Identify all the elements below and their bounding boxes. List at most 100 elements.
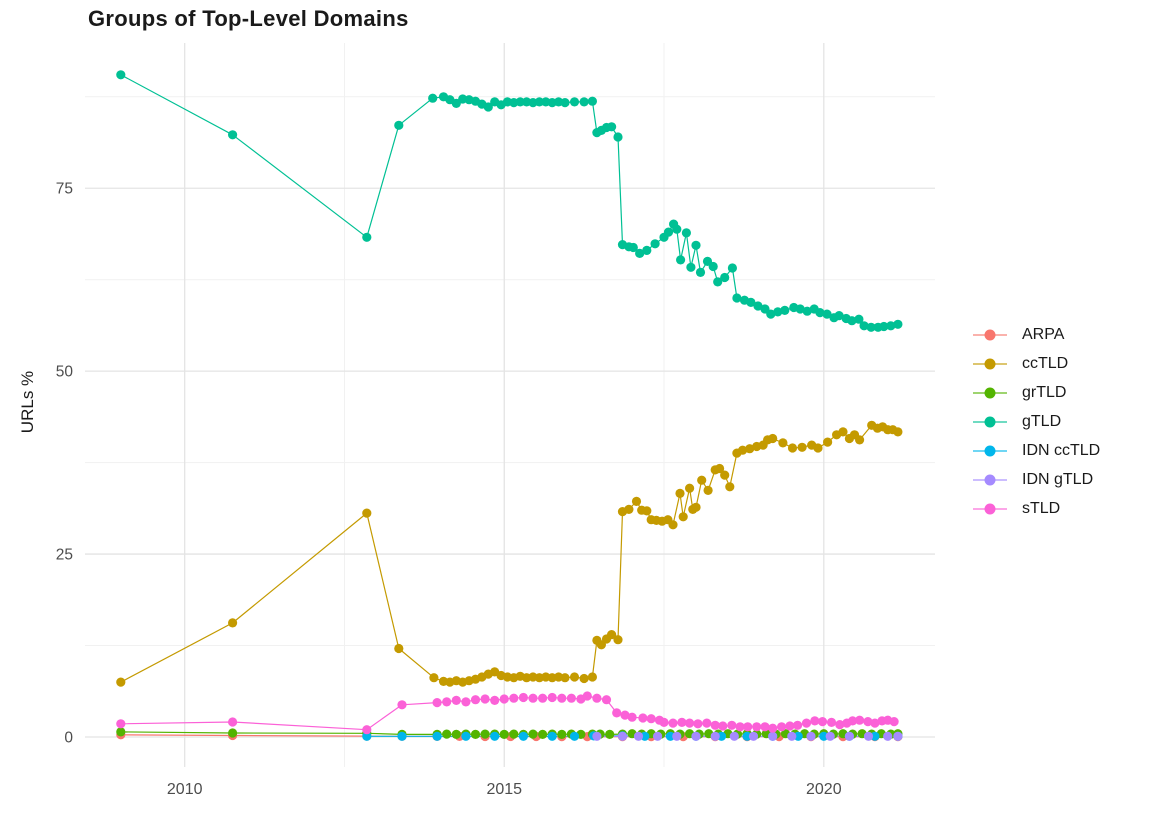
data-point	[720, 272, 730, 283]
data-point	[638, 713, 648, 723]
data-point	[432, 698, 442, 708]
data-point	[631, 496, 642, 506]
data-point	[592, 693, 602, 703]
data-point	[518, 692, 529, 703]
data-point	[732, 293, 742, 303]
data-point	[793, 720, 803, 730]
legend-label: gTLD	[1022, 412, 1062, 430]
data-point	[854, 314, 864, 324]
data-point	[766, 309, 776, 319]
data-point	[787, 731, 797, 741]
data-point	[893, 427, 903, 437]
data-point	[823, 437, 833, 447]
data-point	[753, 301, 763, 311]
data-point	[735, 722, 745, 732]
data-point	[797, 442, 807, 452]
data-point	[228, 728, 238, 738]
data-point	[748, 731, 759, 741]
legend-label: IDN gTLD	[1022, 470, 1094, 488]
data-point	[795, 304, 805, 314]
data-point	[228, 618, 238, 628]
data-point	[675, 488, 685, 498]
data-point	[879, 321, 889, 332]
data-point	[727, 263, 738, 273]
data-point	[778, 438, 788, 448]
data-point	[663, 227, 674, 237]
legend-key-swatch	[973, 358, 1007, 369]
data-point	[642, 506, 652, 516]
data-point	[668, 718, 678, 728]
data-point	[777, 722, 787, 732]
data-point	[738, 445, 748, 455]
data-point	[538, 729, 548, 740]
data-point	[695, 267, 706, 277]
data-point	[362, 725, 372, 735]
series-points-stld	[116, 691, 899, 735]
data-point	[601, 695, 612, 705]
data-point	[838, 427, 848, 437]
data-point	[893, 319, 903, 329]
data-point	[592, 731, 602, 741]
x-tick-label: 2015	[486, 781, 522, 798]
data-point	[528, 693, 538, 703]
data-point	[490, 731, 500, 741]
legend-label: grTLD	[1022, 383, 1067, 401]
data-point	[787, 443, 798, 453]
data-point	[685, 718, 695, 728]
data-point	[703, 485, 713, 495]
data-point	[702, 718, 712, 728]
y-tick-label: 0	[64, 730, 73, 747]
data-point	[810, 716, 820, 726]
data-point	[686, 262, 696, 272]
legend-item-stld: sTLD	[972, 494, 1100, 523]
data-point	[538, 693, 548, 703]
data-point	[834, 311, 844, 321]
data-point	[863, 731, 874, 741]
data-point	[569, 731, 580, 741]
data-point	[451, 695, 461, 706]
data-point	[499, 729, 509, 740]
data-point	[635, 248, 645, 258]
data-point	[461, 697, 471, 707]
x-tick-label: 2020	[806, 781, 842, 798]
data-point	[785, 721, 795, 731]
data-point	[499, 694, 509, 704]
data-point	[672, 731, 682, 741]
data-point	[483, 102, 493, 112]
legend: ARPA ccTLD grTLD gTLD IDN ccTLD IDN gTLD sTLD	[972, 320, 1100, 523]
legend-item-grtld: grTLD	[972, 378, 1100, 407]
data-point	[801, 718, 812, 728]
data-point	[835, 720, 845, 730]
data-point	[569, 672, 580, 682]
data-point	[659, 717, 669, 728]
data-point	[509, 729, 519, 739]
data-point	[620, 710, 630, 720]
data-point	[515, 97, 525, 107]
series-points-idn-gtld	[592, 731, 903, 741]
data-point	[480, 694, 490, 704]
data-point	[708, 261, 718, 272]
legend-item-gtld: gTLD	[972, 407, 1100, 436]
data-point	[746, 297, 756, 307]
data-point	[886, 321, 896, 331]
data-point	[528, 729, 538, 739]
data-point	[116, 727, 126, 737]
data-point	[624, 504, 634, 514]
data-point	[116, 677, 126, 687]
data-point	[665, 731, 676, 741]
data-point	[228, 130, 238, 140]
data-point	[627, 712, 637, 722]
legend-key-swatch	[973, 445, 1007, 456]
data-point	[813, 443, 823, 453]
data-point	[640, 731, 650, 741]
data-point	[697, 475, 707, 485]
data-point	[442, 729, 452, 739]
series-points-gtld	[116, 70, 903, 332]
data-point	[607, 122, 617, 132]
data-point	[855, 715, 865, 725]
y-tick-label: 50	[56, 364, 74, 381]
data-point	[362, 508, 372, 518]
data-point	[826, 717, 837, 728]
data-point	[893, 731, 903, 741]
